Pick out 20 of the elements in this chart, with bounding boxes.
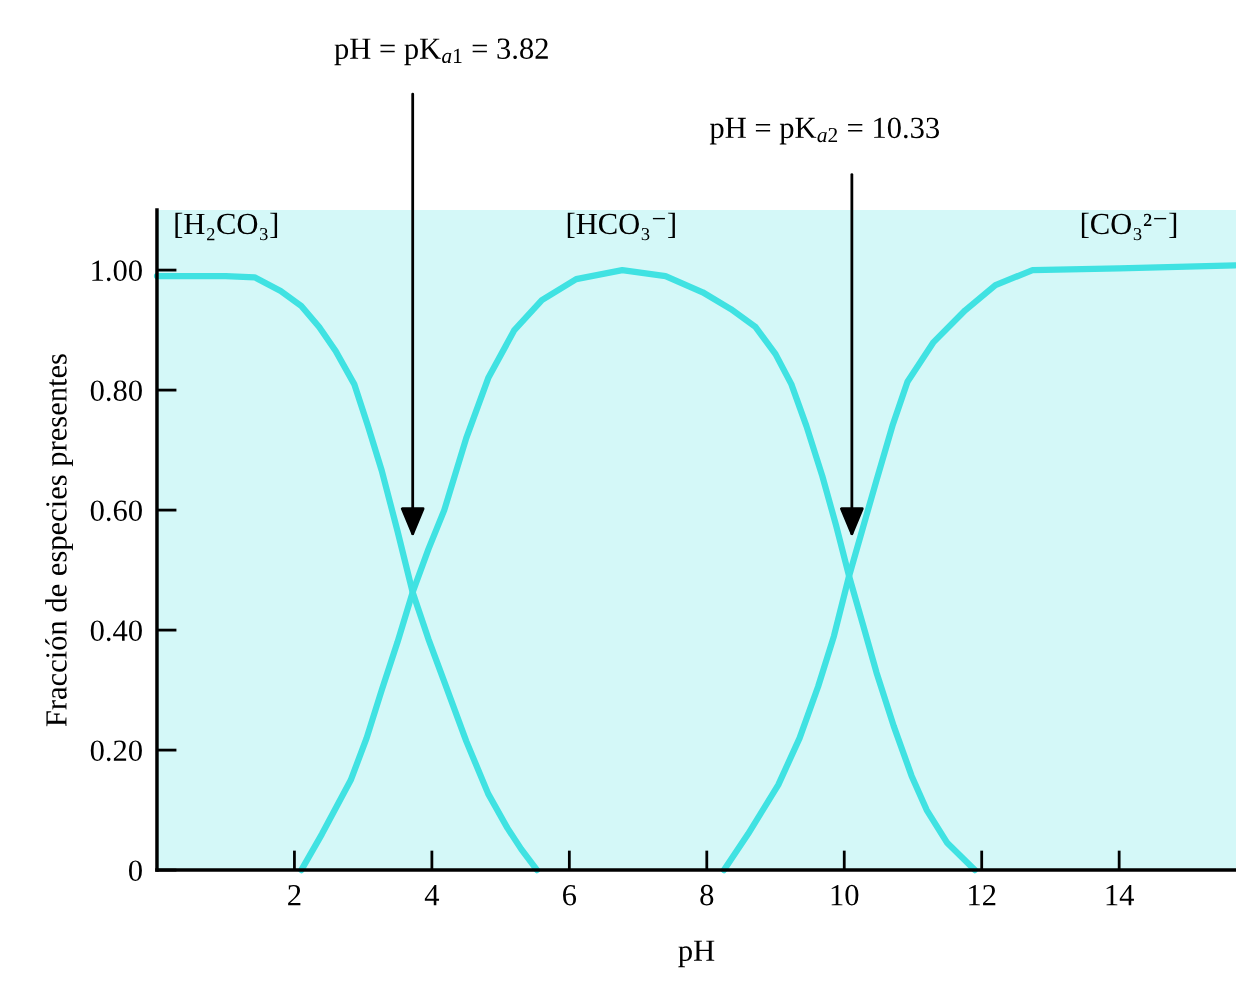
y-tick-label: 1.00 xyxy=(92,260,142,282)
series-label: [HCO₃⁻] xyxy=(567,212,675,241)
text: pH = pK$_{a2}$ = 10.33 xyxy=(709,117,939,145)
x-tick-label: 10 xyxy=(831,884,859,906)
y-axis-title: Fracción de especies presentes xyxy=(45,354,73,727)
y-tick-label: 0.40 xyxy=(90,620,142,642)
x-tick-label: 2 xyxy=(288,884,301,906)
series-label: [CO₃²⁻] xyxy=(1081,212,1177,241)
x-tick-label: 6 xyxy=(563,884,577,906)
x-tick-label: 4 xyxy=(424,885,440,906)
series-label: [H₂CO₃] xyxy=(175,212,278,241)
y-tick-label: 0.60 xyxy=(90,500,142,522)
x-axis-title: pH xyxy=(678,940,715,968)
y-tick-label: 0.80 xyxy=(90,380,142,402)
x-tick-label: 12 xyxy=(969,884,996,906)
text: pH = pK$_{a1}$ = 3.82 xyxy=(334,38,548,66)
y-tick-label: 0 xyxy=(128,860,142,881)
x-tick-label: 14 xyxy=(1106,885,1134,906)
x-tick-label: 8 xyxy=(700,884,714,906)
y-tick-label: 0.20 xyxy=(90,740,142,762)
